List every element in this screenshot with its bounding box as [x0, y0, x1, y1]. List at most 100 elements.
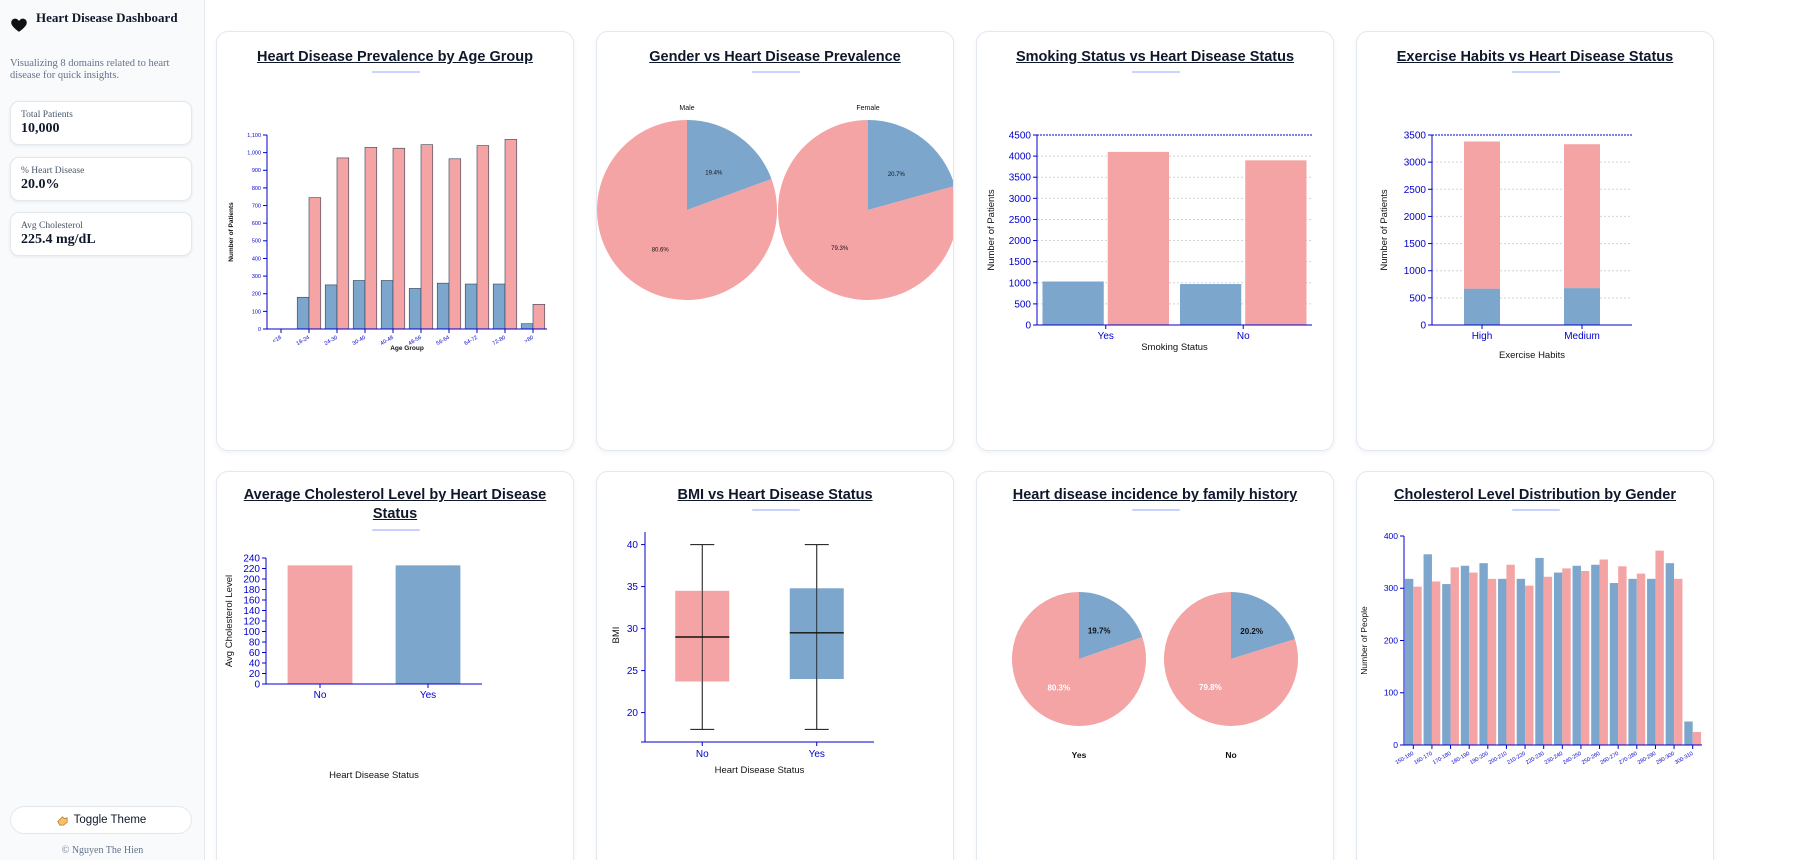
bar: [1628, 578, 1637, 745]
chart-card-avg-cholesterol: Average Cholesterol Level by Heart Disea…: [216, 471, 574, 860]
bar: [1107, 151, 1169, 325]
y-tick-label: 2000: [1404, 212, 1427, 223]
pie-label: Male: [679, 105, 694, 112]
bar: [1591, 564, 1600, 745]
y-tick-label: 1,000: [247, 151, 261, 157]
x-axis-label: Age Group: [390, 345, 424, 352]
y-tick-label: 4000: [1009, 152, 1032, 163]
x-tick-label: <18: [272, 335, 283, 345]
pie-slice: [1231, 592, 1295, 659]
pie-slice-label: 80.6%: [652, 247, 670, 253]
exercise-chart: 0 500 1000 1500 2000 2500 3000 3500 High Medium Ex…: [1379, 131, 1632, 361]
stat-card-total-patients: Total Patients 10,000: [10, 101, 192, 145]
pie-slice: [1079, 592, 1143, 659]
pie-label: Female: [856, 105, 879, 112]
x-tick-label: 210-220: [1506, 751, 1526, 766]
bar: [1580, 571, 1590, 745]
x-tick-label: Yes: [1098, 331, 1114, 342]
pie-slice-label: 20.7%: [888, 172, 906, 178]
x-tick-label: Medium: [1564, 331, 1600, 342]
y-tick-label: 60: [249, 648, 261, 659]
bar: [408, 288, 422, 330]
x-tick-label: 200-210: [1488, 751, 1508, 766]
x-tick-label: 150-160: [1395, 751, 1415, 766]
x-tick-label: 56-64: [436, 335, 451, 347]
title-accent: [1512, 509, 1560, 511]
y-tick-label: 20: [249, 669, 261, 680]
x-tick-label: Yes: [809, 749, 825, 760]
bar: [1553, 572, 1563, 745]
y-tick-label: 400: [1384, 531, 1398, 541]
title-accent: [1512, 71, 1560, 73]
copyright: © Nguyen The Hien: [61, 845, 144, 856]
bar: [476, 145, 490, 330]
pie-slice: [687, 120, 772, 210]
y-tick-label: 0: [254, 680, 260, 691]
y-tick-label: 25: [627, 666, 639, 677]
chart-card-family-history: Heart disease incidence by family histor…: [976, 471, 1334, 860]
bar: [532, 304, 546, 330]
bar: [1413, 586, 1422, 745]
chart-title: BMI vs Heart Disease Status: [677, 487, 873, 503]
gender-pie-chart: 19.4% 80.6% Male 20.7% 79.3% Female: [597, 105, 953, 300]
y-tick-label: 500: [1409, 293, 1426, 304]
heart-icon: [11, 18, 27, 32]
hand-icon: [57, 815, 68, 826]
bar: [1042, 281, 1104, 325]
bar: [1618, 566, 1627, 745]
bar: [1506, 564, 1515, 745]
y-tick-label: 3500: [1404, 131, 1427, 142]
y-tick-label: 800: [252, 186, 261, 192]
bmi-boxplot: 20 25 30 35 40 No Yes Heart Disease Status BMI: [611, 532, 874, 776]
y-tick-label: 1000: [1404, 266, 1427, 277]
stat-value: 20.0%: [21, 177, 60, 192]
title-accent: [372, 71, 420, 73]
stat-label: % Heart Disease: [21, 166, 85, 176]
age-group-chart: 0 100 200 300 400 500 600 700 800 900 1,000 1,100 <1…: [228, 133, 547, 352]
bar: [1525, 585, 1534, 745]
x-axis-label: Heart Disease Status: [329, 770, 419, 781]
bar: [296, 296, 310, 330]
x-tick-label: No: [314, 690, 327, 701]
bar: [324, 284, 338, 330]
bar: [1180, 284, 1242, 325]
bar: [1498, 578, 1507, 745]
x-tick-label: 180-190: [1450, 751, 1470, 766]
app-description: Visualizing 8 domains related to heart d…: [10, 58, 170, 81]
chart-title: Heart Disease Prevalence by Age Group: [257, 49, 533, 65]
bar: [336, 157, 350, 330]
bar: [492, 283, 506, 330]
bar: [1564, 288, 1600, 325]
x-tick-label: 290-300: [1655, 751, 1675, 766]
bar: [1442, 584, 1451, 745]
bar: [1564, 144, 1600, 289]
bar: [1487, 578, 1497, 745]
bar: [364, 147, 378, 330]
chart-card-smoking: Smoking Status vs Heart Disease Status 0…: [976, 31, 1334, 451]
chart-card-cholesterol-distribution: Cholesterol Level Distribution by Gender…: [1356, 471, 1714, 860]
pie-slice-label: 80.3%: [1047, 683, 1070, 692]
bar: [395, 565, 461, 684]
pie-slice: [1164, 592, 1298, 726]
y-tick-label: 400: [252, 256, 261, 262]
y-tick-label: 0: [1393, 740, 1398, 750]
bar: [1599, 559, 1608, 745]
y-tick-label: 140: [243, 606, 260, 617]
y-tick-label: 0: [258, 327, 261, 333]
title-accent: [752, 509, 800, 511]
chart-card-gender: Gender vs Heart Disease Prevalence 19.4%…: [596, 31, 954, 451]
y-tick-label: 900: [252, 168, 261, 174]
y-tick-label: 120: [243, 617, 260, 628]
chart-title: Smoking Status vs Heart Disease Status: [1015, 49, 1295, 65]
y-tick-label: 180: [243, 585, 260, 596]
bar: [1516, 578, 1526, 745]
x-tick-label: 300-310: [1674, 751, 1694, 766]
x-tick-label: 30-40: [352, 335, 367, 347]
y-tick-label: 100: [243, 627, 260, 638]
bar: [1609, 583, 1619, 745]
y-axis-label: BMI: [611, 627, 622, 644]
y-tick-label: 700: [252, 203, 261, 209]
x-tick-label: 240-250: [1562, 751, 1582, 766]
toggle-theme-button[interactable]: Toggle Theme: [10, 806, 192, 834]
